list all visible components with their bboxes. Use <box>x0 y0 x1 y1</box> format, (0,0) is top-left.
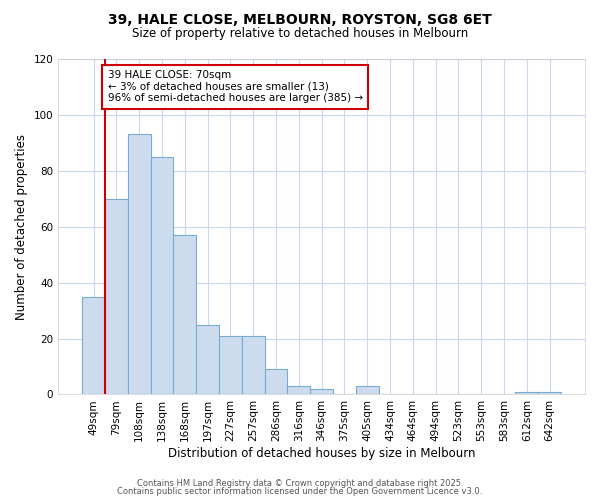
Y-axis label: Number of detached properties: Number of detached properties <box>15 134 28 320</box>
Bar <box>515 392 538 394</box>
Text: Contains HM Land Registry data © Crown copyright and database right 2025.: Contains HM Land Registry data © Crown c… <box>137 478 463 488</box>
Bar <box>538 392 561 394</box>
Text: Size of property relative to detached houses in Melbourn: Size of property relative to detached ho… <box>132 28 468 40</box>
Bar <box>242 336 265 394</box>
Bar <box>151 157 173 394</box>
Bar <box>287 386 310 394</box>
Text: 39 HALE CLOSE: 70sqm
← 3% of detached houses are smaller (13)
96% of semi-detach: 39 HALE CLOSE: 70sqm ← 3% of detached ho… <box>107 70 363 103</box>
Bar <box>82 296 105 394</box>
Bar <box>265 370 287 394</box>
Text: 39, HALE CLOSE, MELBOURN, ROYSTON, SG8 6ET: 39, HALE CLOSE, MELBOURN, ROYSTON, SG8 6… <box>108 12 492 26</box>
Bar <box>356 386 379 394</box>
Bar <box>105 199 128 394</box>
X-axis label: Distribution of detached houses by size in Melbourn: Distribution of detached houses by size … <box>168 447 475 460</box>
Text: Contains public sector information licensed under the Open Government Licence v3: Contains public sector information licen… <box>118 487 482 496</box>
Bar <box>196 324 219 394</box>
Bar <box>173 235 196 394</box>
Bar <box>310 389 333 394</box>
Bar <box>128 134 151 394</box>
Bar <box>219 336 242 394</box>
